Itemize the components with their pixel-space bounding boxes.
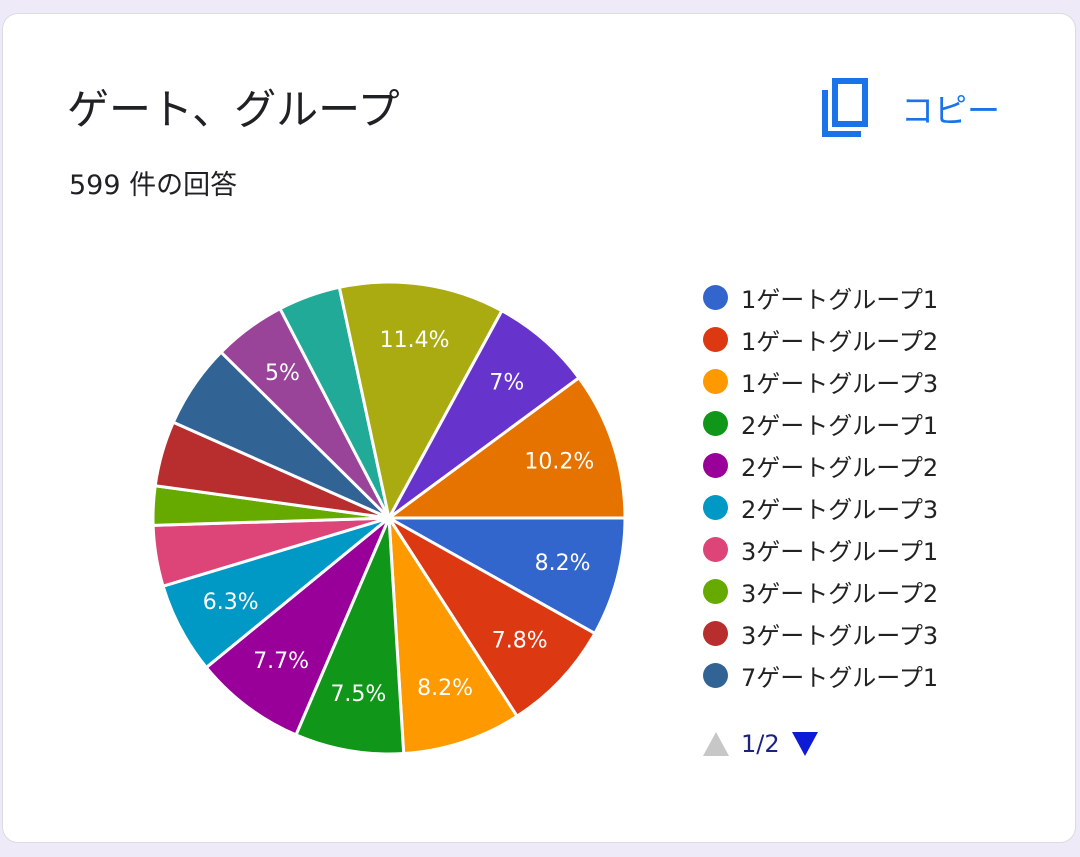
- pie-slice-2[interactable]: [387, 512, 520, 756]
- legend-label: 2ゲートグループ1: [741, 411, 939, 440]
- legend-item[interactable]: 3ゲートグループ3: [703, 612, 1063, 654]
- pie-slice-14[interactable]: [384, 375, 627, 520]
- legend-swatch: [703, 494, 728, 520]
- legend-label: 3ゲートグループ2: [741, 579, 939, 608]
- pie-slice-1[interactable]: [387, 516, 597, 719]
- legend-item[interactable]: 3ゲートグループ1: [703, 528, 1063, 570]
- pie-data-label-2: 8.2%: [417, 676, 473, 701]
- legend-item[interactable]: 2ゲートグループ3: [703, 486, 1063, 528]
- pie-data-label-12: 11.4%: [380, 328, 450, 353]
- legend-swatch: [703, 452, 728, 478]
- legend-label: 3ゲートグループ1: [741, 537, 939, 566]
- legend-item[interactable]: 1ゲートグループ2: [703, 318, 1063, 360]
- legend-label: 7ゲートグループ1: [741, 663, 939, 692]
- triangle-up-icon[interactable]: [703, 732, 729, 756]
- legend-label: 1ゲートグループ2: [741, 327, 939, 356]
- legend-item[interactable]: 3ゲートグループ2: [703, 570, 1063, 612]
- legend-pager: 1/2: [703, 726, 818, 762]
- chart-legend: 1ゲートグループ1 1ゲートグループ2 1ゲートグループ3 2ゲートグループ1 2ゲート…: [703, 276, 1063, 696]
- pie-data-label-14: 10.2%: [524, 449, 594, 474]
- legend-label: 1ゲートグループ1: [741, 285, 939, 314]
- response-count: 599 件の回答: [69, 170, 238, 201]
- legend-swatch: [703, 662, 728, 688]
- pie-slice-3[interactable]: [294, 517, 406, 756]
- legend-label: 2ゲートグループ2: [741, 453, 939, 482]
- legend-swatch: [703, 326, 728, 352]
- pie-slice-4[interactable]: [204, 516, 391, 737]
- pager-text: 1/2: [741, 730, 780, 758]
- pie-data-label-1: 7.8%: [492, 628, 548, 653]
- pie-slice-12[interactable]: [337, 280, 504, 523]
- pie-data-label-5: 6.3%: [203, 590, 259, 615]
- legend-item[interactable]: 2ゲートグループ1: [703, 402, 1063, 444]
- legend-swatch: [703, 410, 728, 436]
- legend-item[interactable]: 2ゲートグループ2: [703, 444, 1063, 486]
- legend-swatch: [703, 536, 728, 562]
- pie-data-label-3: 7.5%: [330, 682, 386, 707]
- legend-swatch: [703, 578, 728, 604]
- pie-slice-0[interactable]: [383, 516, 627, 636]
- copy-label: コピー: [901, 91, 1000, 130]
- legend-swatch: [703, 368, 728, 394]
- pie-data-label-10: 5%: [265, 361, 300, 386]
- legend-label: 1ゲートグループ3: [741, 369, 939, 398]
- pie-slice-13[interactable]: [387, 308, 581, 520]
- legend-item[interactable]: 1ゲートグループ3: [703, 360, 1063, 402]
- pie-data-label-0: 8.2%: [535, 551, 591, 576]
- legend-label: 2ゲートグループ3: [741, 495, 939, 524]
- legend-item[interactable]: 1ゲートグループ1: [703, 276, 1063, 318]
- legend-swatch: [703, 284, 728, 310]
- copy-icon: [822, 78, 868, 137]
- pie-data-label-4: 7.7%: [253, 649, 309, 674]
- triangle-down-icon[interactable]: [791, 732, 818, 756]
- copy-button[interactable]: コピー: [815, 74, 1025, 142]
- pie-data-label-13: 7%: [489, 370, 524, 395]
- legend-swatch: [703, 620, 728, 646]
- legend-item[interactable]: 7ゲートグループ1: [703, 654, 1063, 696]
- chart-title: ゲート、グループ: [67, 85, 400, 134]
- legend-label: 3ゲートグループ3: [741, 621, 939, 650]
